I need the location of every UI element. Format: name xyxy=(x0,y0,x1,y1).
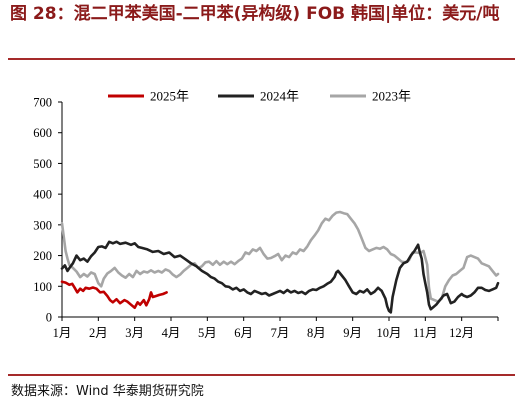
x-tick-label: 3月 xyxy=(125,326,144,340)
y-tick-label: 700 xyxy=(33,96,52,110)
x-tick-label: 7月 xyxy=(271,326,290,340)
legend-label: 2025年 xyxy=(150,89,189,104)
legend-label: 2024年 xyxy=(260,89,299,104)
x-tick-label: 5月 xyxy=(198,326,217,340)
x-tick-label: 10月 xyxy=(376,326,401,340)
y-tick-label: 200 xyxy=(33,249,52,263)
series-line-2023年 xyxy=(60,210,500,303)
chart-series xyxy=(60,210,500,314)
source-divider xyxy=(8,374,515,376)
legend-label: 2023年 xyxy=(372,89,411,104)
y-tick-label: 400 xyxy=(33,188,52,202)
x-tick-label: 12月 xyxy=(449,326,474,340)
title-divider xyxy=(8,58,515,60)
y-tick-label: 600 xyxy=(33,126,52,140)
y-tick-label: 0 xyxy=(46,311,52,325)
series-line-2024年 xyxy=(60,240,500,314)
chart-legend: 2025年 2024年 2023年 xyxy=(108,89,411,104)
y-tick-label: 500 xyxy=(33,157,52,171)
y-tick-label: 300 xyxy=(33,218,52,232)
x-tick-label: 8月 xyxy=(307,326,326,340)
data-source: 数据来源：Wind 华泰期货研究院 xyxy=(11,384,204,399)
series-line-2025年 xyxy=(60,280,168,310)
chart-axes: 0 100 200 300 400 500 600 700 1月 2月 3月 4月 5月 6月 7月 8月 9月… xyxy=(33,96,499,340)
y-tick-label: 100 xyxy=(33,280,52,294)
x-tick-label: 11月 xyxy=(413,326,438,340)
x-tick-label: 1月 xyxy=(53,326,72,340)
x-tick-label: 4月 xyxy=(162,326,181,340)
x-tick-label: 2月 xyxy=(89,326,108,340)
figure-title: 图 28：混二甲苯美国-二甲苯(异构级) FOB 韩国|单位：美元/吨 xyxy=(10,4,500,24)
x-tick-label: 6月 xyxy=(234,326,253,340)
x-tick-label: 9月 xyxy=(343,326,362,340)
